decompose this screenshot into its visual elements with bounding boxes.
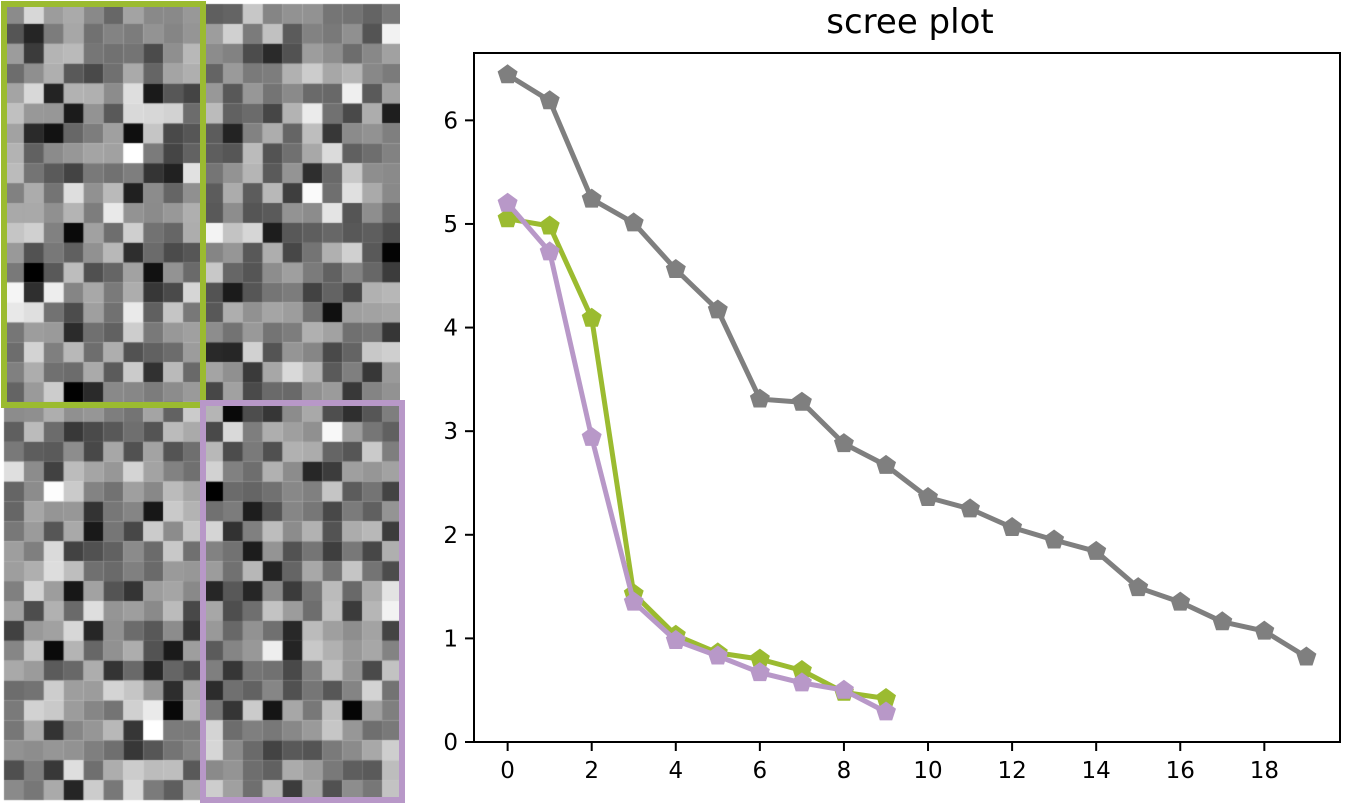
data-point <box>497 64 518 84</box>
x-tick-label: 16 <box>1166 758 1195 784</box>
data-point <box>918 487 938 506</box>
data-point <box>707 299 728 319</box>
x-tick-label: 18 <box>1250 758 1279 784</box>
data-point <box>749 662 770 682</box>
y-tick-label: 0 <box>443 730 458 756</box>
data-point <box>960 498 980 518</box>
data-point <box>581 307 602 327</box>
data-point <box>1254 620 1275 640</box>
x-tick-label: 4 <box>668 758 683 784</box>
data-point <box>497 192 518 212</box>
x-tick-label: 2 <box>584 758 599 784</box>
data-point <box>1044 529 1065 549</box>
data-point <box>876 688 896 707</box>
data-point <box>876 454 896 474</box>
x-tick-label: 6 <box>753 758 768 784</box>
y-tick-label: 6 <box>443 108 458 134</box>
series-layer <box>497 64 1317 721</box>
series-line <box>505 201 888 715</box>
x-tick-label: 12 <box>997 758 1026 784</box>
y-tick-label: 5 <box>443 212 458 238</box>
x-tick-label: 10 <box>913 758 942 784</box>
y-tick-label: 1 <box>443 626 458 652</box>
data-point <box>1212 611 1233 631</box>
axes-frame <box>473 52 1341 743</box>
data-point <box>623 212 644 232</box>
data-point <box>497 208 518 228</box>
data-point <box>749 388 770 408</box>
data-point <box>1002 517 1023 536</box>
data-point <box>1170 591 1191 611</box>
data-point <box>539 215 560 235</box>
x-tick-label: 14 <box>1082 758 1111 784</box>
data-point <box>623 591 644 611</box>
data-point <box>791 660 812 679</box>
data-point <box>791 391 812 411</box>
data-point <box>876 701 896 721</box>
data-point <box>834 679 854 699</box>
x-tick-label: 0 <box>500 758 515 784</box>
highlight-green-box <box>1 1 206 408</box>
series-line <box>507 216 887 701</box>
data-point <box>834 433 854 453</box>
chart-title: scree plot <box>826 2 993 42</box>
data-point <box>581 188 602 208</box>
y-tick-label: 3 <box>443 419 458 445</box>
data-point <box>665 259 686 278</box>
data-point <box>1086 540 1107 560</box>
data-point <box>581 426 602 446</box>
data-point <box>1296 646 1317 666</box>
highlight-purple-box <box>200 400 405 803</box>
data-point <box>539 90 560 110</box>
data-point <box>1128 577 1149 597</box>
data-point <box>665 630 686 649</box>
data-point <box>539 241 560 261</box>
data-point <box>791 672 812 692</box>
data-point <box>749 648 770 668</box>
y-tick-label: 2 <box>443 523 458 549</box>
y-tick-label: 4 <box>443 316 458 342</box>
data-point <box>707 645 728 665</box>
x-tick-label: 8 <box>837 758 852 784</box>
